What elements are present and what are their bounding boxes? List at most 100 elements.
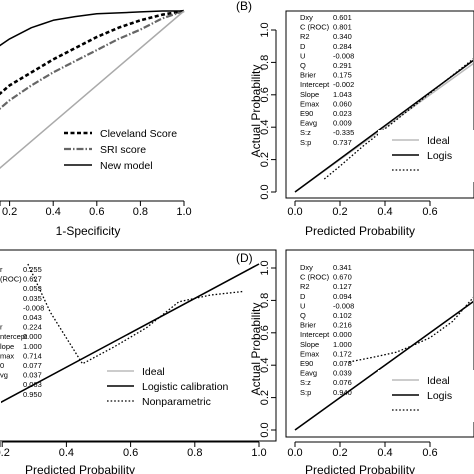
stat-name: Brier (300, 71, 316, 80)
x-tick-label: 0.2 (2, 206, 17, 218)
x-tick-label: 0.6 (123, 447, 138, 459)
legend-label: SRI score (100, 144, 146, 156)
reference-diagonal-line (0, 10, 185, 169)
stat-name: R2 (300, 32, 310, 41)
stat-value: 0.340 (333, 32, 352, 41)
stat-name: Dxy (300, 13, 313, 22)
stat-name: D (300, 292, 306, 301)
cleveland-score-line (0, 9, 185, 96)
legend-label: Logis (427, 390, 452, 402)
stat-value: -0.008 (333, 301, 354, 310)
series-group (294, 296, 473, 431)
plot-frame (285, 10, 474, 199)
stat-name: U (300, 301, 305, 310)
x-tick-label: 0.4 (46, 206, 61, 218)
y-axis-title: Actual Probability (249, 303, 263, 396)
stat-value: 0.023 (333, 109, 352, 118)
stat-name: Q (300, 311, 306, 320)
stat-name: S:p (300, 138, 311, 147)
stat-value: 0.670 (333, 273, 352, 282)
y-tick-label: 0.8 (259, 55, 271, 70)
stat-value: 0.094 (333, 292, 352, 301)
stat-name: Eavg (300, 369, 317, 378)
stat-value: 0.076 (333, 378, 352, 387)
y-tick-label: 0.6 (259, 87, 271, 102)
stat-value: 0.714 (23, 351, 42, 360)
x-tick-label: 0.8 (187, 447, 202, 459)
stat-value: 0.341 (333, 263, 352, 272)
stat-value: 0.078 (333, 359, 352, 368)
y-tick-label: 0.0 (259, 422, 271, 437)
stat-value: 0.175 (333, 71, 352, 80)
legend-label: Ideal (427, 135, 450, 147)
stat-value: 0.035 (23, 294, 42, 303)
stat-name: Emax (300, 349, 319, 358)
stat-value: 0.077 (23, 361, 42, 370)
stat-name: E90 (300, 359, 313, 368)
stat-value: -0.008 (23, 303, 44, 312)
stat-name: U (300, 51, 305, 60)
stat-name: (ROC) (0, 275, 22, 284)
stat-name: S:z (300, 378, 311, 387)
new-model-line (0, 10, 184, 47)
stat-value: 0.737 (333, 138, 352, 147)
stat-name: Emax (300, 99, 319, 108)
x-tick-label: 0.0 (287, 447, 302, 459)
x-tick-label: 0.2 (0, 447, 10, 459)
stat-name: C (ROC) (300, 23, 330, 32)
stat-name: vg (0, 371, 8, 380)
stat-name: ntercept (0, 332, 28, 341)
legend-label: Ideal (142, 366, 165, 378)
stat-name: S:z (300, 128, 311, 137)
legend-box (378, 130, 474, 182)
stat-value: 0.284 (333, 42, 352, 51)
stat-name: E90 (300, 109, 313, 118)
stat-name: R2 (300, 282, 310, 291)
panel-c-calibration: 0.2 0.4 0.6 0.8 1.0 Predicted Probability r 0.2… (0, 249, 277, 474)
stat-value: 0.039 (333, 369, 352, 378)
x-tick-label: 1.0 (251, 447, 266, 459)
x-tick-label: 0.8 (133, 206, 148, 218)
panel-label: (D) (236, 251, 253, 265)
y-tick-label: 0.6 (259, 325, 271, 340)
stat-name: Slope (300, 90, 319, 99)
stat-value: 0.291 (333, 61, 352, 70)
y-axis-title: Actual Probability (249, 65, 263, 158)
y-tick-label: 0.2 (259, 390, 271, 405)
x-tick-label: 0.0 (287, 206, 302, 218)
stat-value: 0.950 (23, 390, 42, 399)
x-axis-title: Predicted Probability (25, 463, 135, 474)
series-group (1, 263, 260, 404)
logistic-calibration-line (294, 300, 473, 431)
stat-value: 0.063 (23, 380, 42, 389)
legend-label: Ideal (427, 375, 450, 387)
nonparametric-line (348, 296, 473, 363)
stat-name: S:p (300, 388, 311, 397)
stat-name: Brier (300, 321, 316, 330)
stat-value: -0.335 (333, 128, 354, 137)
stat-name: Slope (300, 340, 319, 349)
series-group (294, 58, 473, 193)
stat-value: 0.601 (333, 13, 352, 22)
x-tick-label: 0.6 (422, 206, 437, 218)
stat-value: 0.102 (333, 311, 352, 320)
stat-name: D (300, 42, 306, 51)
plot-frame (285, 249, 474, 438)
stat-value: 0.255 (23, 265, 42, 274)
x-tick-label: 0.6 (422, 447, 437, 459)
stat-name: r (0, 265, 3, 274)
stat-value: -0.002 (333, 80, 354, 89)
stat-value: 0.172 (333, 349, 352, 358)
x-tick-label: 0.4 (377, 447, 392, 459)
legend-label: Logistic calibration (142, 381, 229, 393)
stat-value: 0.009 (333, 119, 352, 128)
legend-label: Logis (427, 150, 452, 162)
nonparametric-line (27, 263, 243, 365)
x-axis-title: 1-Specificity (56, 224, 121, 238)
legend-box (378, 370, 474, 422)
stat-name: Eavg (300, 119, 317, 128)
